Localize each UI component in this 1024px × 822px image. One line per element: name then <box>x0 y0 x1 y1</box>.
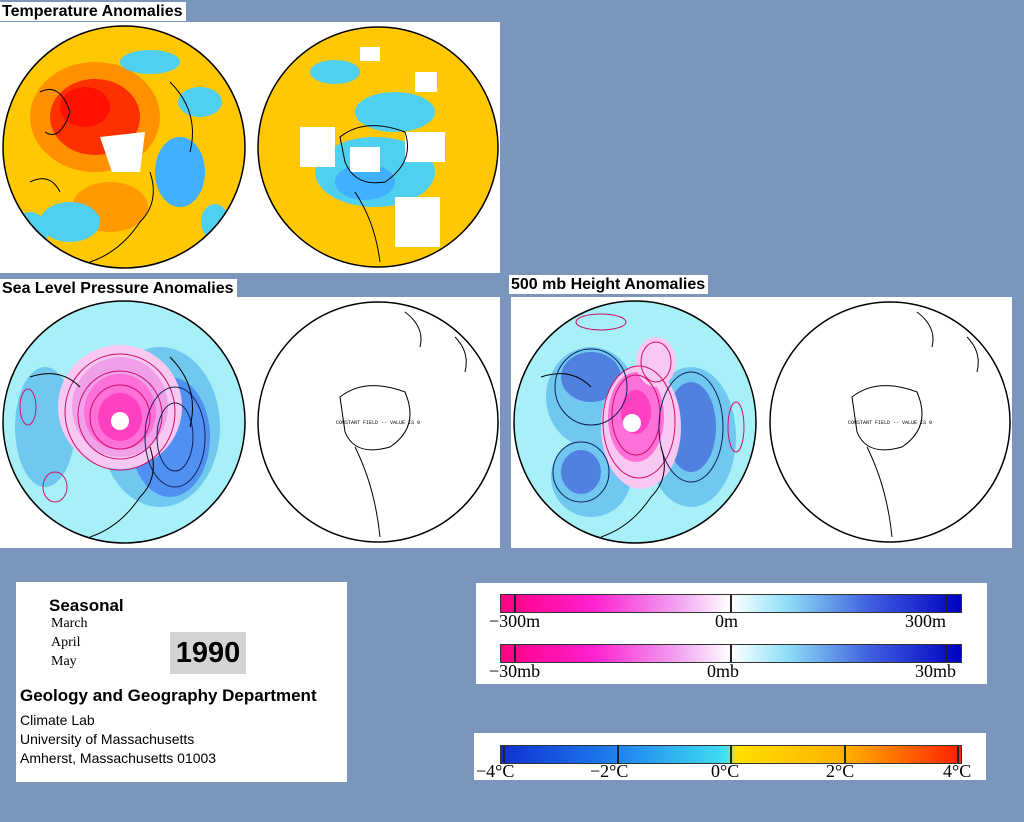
month-3: May <box>51 654 77 669</box>
pressure-colorbar <box>500 644 962 663</box>
month-2: April <box>51 635 81 650</box>
pressure-label-right: 30mb <box>915 661 957 681</box>
slp-title: Sea Level Pressure Anomalies <box>0 279 237 298</box>
info-line-3: Amherst, Massachusetts 01003 <box>20 750 217 766</box>
temperature-legend: −4°C −2°C 0°C 2°C 4°C <box>474 733 986 781</box>
department-name: Geology and Geography Department <box>20 686 317 705</box>
pressure-label-mid: 0mb <box>707 661 740 681</box>
height-tick-right <box>945 595 947 612</box>
height-colorbar <box>500 594 962 613</box>
slp-globe-south: CONSTANT FIELD -- VALUE IS 0 <box>257 301 499 543</box>
height-tick-left <box>514 595 516 612</box>
info-line-1: Climate Lab <box>20 712 95 728</box>
pressure-tick-left <box>514 645 516 662</box>
temp-label-3: 0°C <box>711 761 740 781</box>
pressure-tick-mid <box>730 645 732 662</box>
temp-label-4: 2°C <box>826 761 855 781</box>
height500-globe-south: CONSTANT FIELD -- VALUE IS 0 <box>769 301 1011 543</box>
month-1: March <box>51 616 88 631</box>
temperature-globe-south <box>257 26 499 268</box>
temp-tick-3 <box>730 746 732 763</box>
height-label-mid: 0m <box>715 611 739 631</box>
temp-tick-2 <box>617 746 619 763</box>
temp-tick-5 <box>957 746 959 763</box>
height-label-right: 300m <box>905 611 947 631</box>
height-tick-mid <box>730 595 732 612</box>
info-box: Seasonal March April May 1990 Geology an… <box>16 582 347 782</box>
slp-globe-north <box>2 300 246 544</box>
height500-title: 500 mb Height Anomalies <box>509 275 709 294</box>
temperature-globe-north <box>2 25 246 269</box>
temp-label-1: −4°C <box>476 761 515 781</box>
temperature-title: Temperature Anomalies <box>0 2 186 21</box>
height-pressure-legend: −300m 0m 300m −30mb 0mb 30mb <box>476 583 987 684</box>
slp-constant-field-text: CONSTANT FIELD -- VALUE IS 0 <box>336 420 420 426</box>
temp-tick-1 <box>503 746 505 763</box>
temp-label-5: 4°C <box>943 761 972 781</box>
height-label-left: −300m <box>489 611 541 631</box>
temp-tick-4 <box>844 746 846 763</box>
year-badge: 1990 <box>170 632 246 674</box>
pressure-tick-right <box>945 645 947 662</box>
info-line-2: University of Massachusetts <box>20 731 195 747</box>
height500-constant-field-text: CONSTANT FIELD -- VALUE IS 0 <box>848 420 932 426</box>
pressure-label-left: −30mb <box>489 661 541 681</box>
temperature-colorbar <box>500 745 962 764</box>
height500-globe-north <box>513 300 757 544</box>
temp-label-2: −2°C <box>590 761 629 781</box>
season-label: Seasonal <box>49 596 124 615</box>
